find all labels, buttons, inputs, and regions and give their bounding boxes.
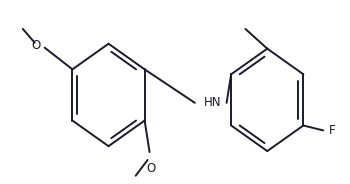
Text: O: O: [32, 39, 41, 52]
Text: HN: HN: [204, 96, 222, 109]
Text: F: F: [329, 124, 336, 137]
Text: O: O: [146, 162, 155, 175]
